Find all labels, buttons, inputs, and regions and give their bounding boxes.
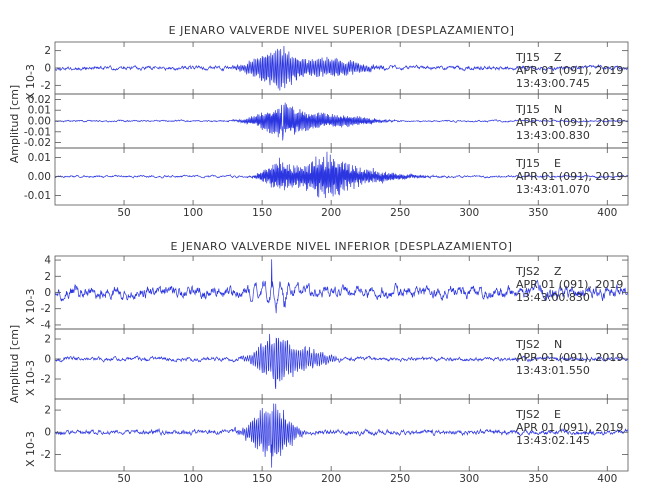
seismic-trace	[54, 259, 629, 314]
y-tick-label: 2	[44, 45, 51, 57]
station-component: N	[554, 103, 562, 116]
x-tick-label: 250	[390, 473, 410, 485]
record-time: 13:43:01.550	[516, 364, 590, 377]
y-tick-label: -4	[41, 319, 52, 331]
seismic-trace	[54, 151, 629, 199]
x-tick-label: 400	[597, 473, 617, 485]
chart-title: E JENARO VALVERDE NIVEL INFERIOR [DESPLA…	[171, 240, 513, 253]
x-tick-label: 50	[117, 207, 130, 219]
seismic-trace	[54, 403, 629, 468]
station-component: Z	[554, 51, 562, 64]
record-date: APR 01 (091), 2019	[516, 170, 623, 183]
y-tick-label: 0	[44, 287, 51, 299]
station-code: TJS2 N	[515, 338, 562, 351]
record-date: APR 01 (091), 2019	[516, 421, 623, 434]
y-tick-label: -2	[41, 303, 51, 315]
y-tick-label: 0.00	[28, 116, 51, 128]
x-tick-label: 200	[321, 473, 341, 485]
station-id: TJ15	[515, 157, 540, 170]
y-tick-label: -0.01	[24, 190, 51, 202]
y-tick-label: 0.02	[28, 94, 51, 106]
y-tick-label: 0.01	[28, 105, 51, 117]
y-axis-label: Amplitud [cm]	[8, 85, 21, 163]
y-tick-label: -0.01	[24, 126, 51, 138]
station-id: TJS2	[515, 338, 540, 351]
station-code: TJS2 Z	[515, 265, 562, 278]
y-axis-label: Amplitud [cm]	[8, 325, 21, 403]
record-time: 13:43:00.830	[516, 291, 590, 304]
x-tick-label: 100	[183, 207, 203, 219]
x-tick-label: 100	[183, 473, 203, 485]
y-tick-label: 0	[44, 427, 51, 439]
seismic-trace	[54, 333, 629, 390]
y-tick-label: 4	[44, 255, 51, 267]
x-tick-label: 250	[390, 207, 410, 219]
station-id: TJ15	[515, 51, 540, 64]
y-tick-label: -0.02	[24, 137, 51, 149]
record-date: APR 01 (091), 2019	[516, 64, 623, 77]
x-tick-label: 400	[597, 207, 617, 219]
x-tick-label: 350	[528, 473, 548, 485]
x-tick-label: 200	[321, 207, 341, 219]
x-tick-label: 300	[459, 473, 479, 485]
seismic-trace	[54, 46, 629, 91]
chart-title: E JENARO VALVERDE NIVEL SUPERIOR [DESPLA…	[169, 24, 515, 37]
record-date: APR 01 (091), 2019	[516, 116, 623, 129]
station-id: TJ15	[515, 103, 540, 116]
x-tick-label: 300	[459, 207, 479, 219]
station-id: TJS2	[515, 408, 540, 421]
record-time: 13:43:00.830	[516, 129, 590, 142]
station-code: TJ15 E	[515, 157, 561, 170]
record-time: 13:43:02.145	[516, 434, 590, 447]
axis-exponent-label: X 10-3	[24, 289, 37, 325]
axis-exponent-label: X 10-3	[24, 64, 37, 100]
station-code: TJ15 N	[515, 103, 562, 116]
station-code: TJ15 Z	[515, 51, 562, 64]
y-tick-label: 2	[44, 334, 51, 346]
station-component: E	[554, 157, 561, 170]
y-tick-label: 2	[44, 271, 51, 283]
station-component: Z	[554, 265, 562, 278]
record-date: APR 01 (091), 2019	[516, 351, 623, 364]
x-tick-label: 150	[252, 473, 272, 485]
y-tick-label: 0.01	[28, 152, 51, 164]
x-tick-label: 150	[252, 207, 272, 219]
station-code: TJS2 E	[515, 408, 561, 421]
y-tick-label: 2	[44, 405, 51, 417]
axis-exponent-label: X 10-3	[24, 360, 37, 396]
panel-frame	[54, 398, 629, 472]
y-tick-label: 0	[44, 63, 51, 75]
station-component: N	[554, 338, 562, 351]
y-tick-label: 0	[44, 354, 51, 366]
y-tick-label: -2	[41, 374, 51, 386]
x-tick-label: 50	[117, 473, 130, 485]
record-time: 13:43:00.745	[516, 77, 590, 90]
seismic-trace	[54, 102, 629, 141]
axis-exponent-label: X 10-3	[24, 431, 37, 467]
y-tick-label: -2	[41, 449, 51, 461]
y-tick-label: -2	[41, 80, 51, 92]
station-component: E	[554, 408, 561, 421]
record-date: APR 01 (091), 2019	[516, 278, 623, 291]
x-tick-label: 350	[528, 207, 548, 219]
station-id: TJS2	[515, 265, 540, 278]
y-tick-label: 0.00	[28, 171, 51, 183]
record-time: 13:43:01.070	[516, 183, 590, 196]
